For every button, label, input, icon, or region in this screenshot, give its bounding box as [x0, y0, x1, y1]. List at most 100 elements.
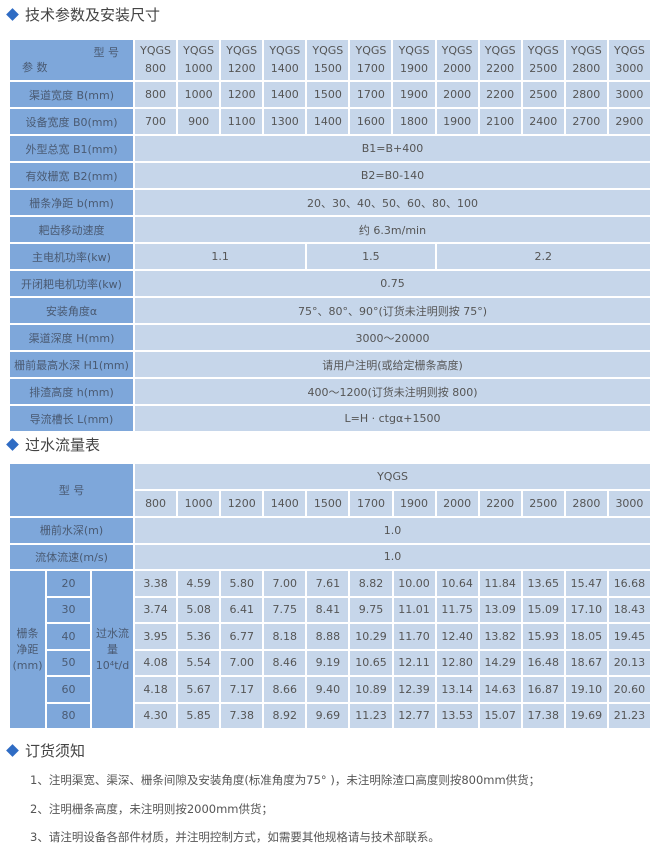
- table-cell: 14.63: [477, 675, 523, 704]
- table-cell: 7.38: [219, 701, 265, 730]
- table-row: 栅条净距(mm) 20 过水流量10⁴t/d 3.38 4.59 5.80 7.00 7.61…: [8, 569, 653, 730]
- table-row: 导流槽长 L(mm) L=H · ctgα+1500: [8, 404, 652, 433]
- span-value: 0.75: [133, 269, 652, 298]
- row-label: 外型总宽 B1(mm): [8, 134, 135, 163]
- table-cell: 1900: [434, 107, 480, 136]
- specs-table: 型 号参 数 YQGS 800 YQGS 1000 YQGS 1200 YQGS 1400 YQG…: [8, 38, 653, 433]
- span-value: 75°、80°、90°(订货未注明则按 75°): [133, 296, 652, 325]
- model-header-cell: 2500: [520, 489, 566, 518]
- table-row: 80 4.30 5.85 7.38 8.92 9.69 11.23 12.77 13.53 15.…: [9, 701, 653, 730]
- model-prefix: YQGS: [183, 44, 215, 57]
- table-cell: 12.40: [434, 622, 480, 651]
- table-row: 渠道宽度 B(mm) 800 1000 1200 1400 1500 1700 1900 200…: [8, 80, 653, 109]
- model-header-cell: 800: [133, 489, 179, 518]
- table-row: 主电机功率(kw) 1.1 1.5 2.2: [8, 242, 653, 271]
- table-cell: 15.09: [520, 595, 566, 624]
- table-row: 有效栅宽 B2(mm) B2=B0-140: [8, 161, 652, 190]
- model-prefix: YQGS: [527, 44, 559, 57]
- table-cell: 1100: [219, 107, 265, 136]
- table-cell: 1700: [348, 80, 394, 109]
- table-cell: 11.75: [434, 595, 480, 624]
- table-cell: 11.70: [391, 622, 437, 651]
- table-cell: 6.77: [219, 622, 265, 651]
- table-cell: 8.88: [305, 622, 351, 651]
- header-row: 型 号参 数 YQGS 800 YQGS 1000 YQGS 1200 YQGS 1400 YQG…: [8, 38, 653, 82]
- model-prefix: YQGS: [398, 44, 430, 57]
- header-row: 800 1000 1200 1400 1500 1700 1900 2000 2200 2500 2…: [9, 489, 653, 518]
- model-header-cell: 3000: [606, 489, 653, 518]
- table-cell: 1400: [305, 107, 351, 136]
- span-value: B2=B0-140: [133, 161, 652, 190]
- table-cell: 1900: [391, 80, 437, 109]
- table-cell: 16.48: [520, 648, 566, 677]
- span-value: B1=B+400: [133, 134, 652, 163]
- model-number: 2500: [529, 62, 558, 75]
- table-cell: 2900: [606, 107, 653, 136]
- table-cell: 4.59: [176, 569, 222, 598]
- table-cell: 900: [176, 107, 222, 136]
- model-header-cell: YQGS 2800: [563, 38, 609, 82]
- model-header-cell: 1400: [262, 489, 308, 518]
- section-title-flow: 过水流量表: [6, 434, 100, 455]
- table-cell: 1000: [176, 80, 222, 109]
- row-label: 栅前最高水深 H1(mm): [8, 350, 135, 379]
- table-cell: 8.46: [262, 648, 308, 677]
- table-cell: 5.67: [176, 675, 222, 704]
- gap-value: 20: [45, 569, 92, 598]
- table-cell: 1300: [262, 107, 308, 136]
- model-prefix: YQGS: [355, 44, 387, 57]
- model-header-cell: YQGS 1500: [305, 38, 351, 82]
- row-label: 有效栅宽 B2(mm): [8, 161, 135, 190]
- table-cell: 13.53: [434, 701, 480, 730]
- model-prefix: YQGS: [140, 44, 171, 57]
- table-cell: 13.82: [477, 622, 523, 651]
- table-cell: 9.69: [305, 701, 351, 730]
- table-cell: 13.09: [477, 595, 523, 624]
- diamond-bullet-icon: [6, 744, 19, 757]
- table-cell: 4.18: [133, 675, 179, 704]
- model-prefix: YQGS: [570, 44, 602, 57]
- model-number: 1200: [227, 62, 256, 75]
- diamond-bullet-icon: [6, 8, 19, 21]
- model-prefix: YQGS: [133, 462, 652, 491]
- table-cell: 8.18: [262, 622, 308, 651]
- table-cell: 7.00: [262, 569, 308, 598]
- table-cell: 15.07: [477, 701, 523, 730]
- model-header-cell: YQGS 2000: [434, 38, 480, 82]
- table-cell: 18.67: [563, 648, 609, 677]
- table-row: 栅前最高水深 H1(mm) 请用户注明(或给定栅条高度): [8, 350, 652, 379]
- model-prefix: YQGS: [441, 44, 473, 57]
- table-cell: 14.29: [477, 648, 523, 677]
- header-model-label: 型 号: [7, 462, 136, 518]
- table-cell: 20.60: [606, 675, 653, 704]
- table-cell: 1800: [391, 107, 437, 136]
- table-cell: 10.64: [434, 569, 480, 598]
- model-number: 1900: [400, 62, 428, 75]
- table-cell: 700: [132, 107, 179, 136]
- row-label: 耙齿移动速度: [8, 215, 135, 244]
- table-cell: 19.69: [563, 701, 609, 730]
- table-cell: 11.84: [477, 569, 523, 598]
- table-cell: 2200: [477, 80, 523, 109]
- table-cell: 6.41: [219, 595, 265, 624]
- table-row: 60 4.18 5.67 7.17 8.66 9.40 10.89 12.39 13.14 14.…: [9, 675, 653, 704]
- table-cell: 13.14: [434, 675, 480, 704]
- table-cell: 7.17: [219, 675, 265, 704]
- table-cell: 7.00: [219, 648, 265, 677]
- model-header-cell: YQGS 800: [132, 38, 179, 82]
- span-value: 请用户注明(或给定栅条高度): [133, 350, 652, 379]
- table-cell: 10.00: [391, 569, 437, 598]
- table-cell: 2400: [520, 107, 566, 136]
- model-number: 1500: [313, 62, 342, 75]
- gap-value: 40: [45, 622, 92, 651]
- table-cell: 11.01: [391, 595, 437, 624]
- row-label: 导流槽长 L(mm): [8, 404, 135, 433]
- table-cell: 16.68: [606, 569, 653, 598]
- table-cell: 17.38: [520, 701, 566, 730]
- gap-label: 栅条净距(mm): [8, 569, 47, 730]
- span-value: 3000～20000: [133, 323, 652, 352]
- table-cell: 5.36: [176, 622, 222, 651]
- table-row: 30 3.74 5.08 6.41 7.75 8.41 9.75 11.01 11.75 13.0…: [9, 595, 653, 624]
- flow-table: 型 号 YQGS 800 1000 1200 1400 1500 1700 1900 2000 22…: [7, 462, 653, 730]
- model-number: 3000: [615, 62, 644, 75]
